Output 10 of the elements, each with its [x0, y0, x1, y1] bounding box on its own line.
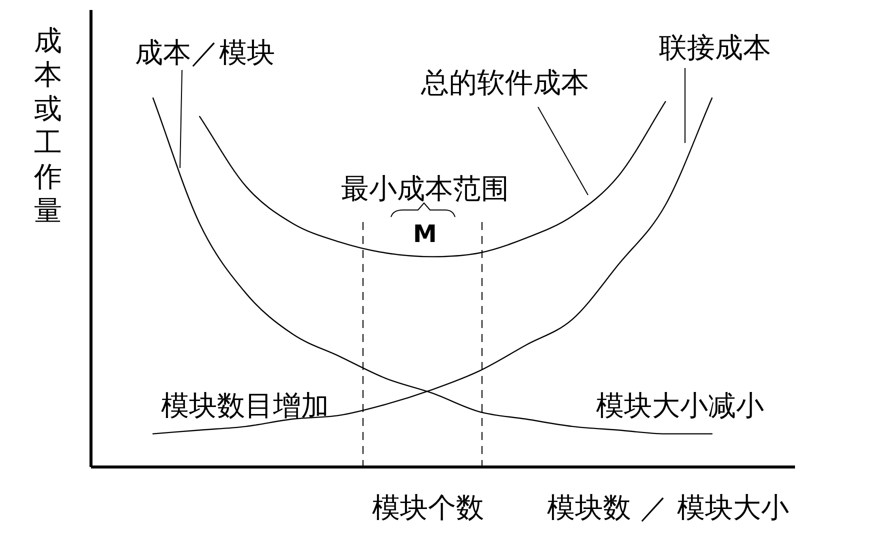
text: 模块个数: [372, 491, 484, 524]
text: 总的软件成本: [420, 66, 589, 99]
annotation: 最小成本范围: [341, 172, 509, 205]
series-label: 成本／模块: [135, 36, 275, 69]
series-label: 联接成本: [659, 31, 771, 64]
annotation: 模块数目增加: [161, 389, 329, 422]
x-axis-title: 模块数 ／ 模块大小: [547, 491, 789, 524]
annotation: 模块大小减小: [596, 389, 764, 422]
y-axis-title: 成本或工作量: [33, 24, 62, 227]
annotation: M: [413, 220, 437, 248]
